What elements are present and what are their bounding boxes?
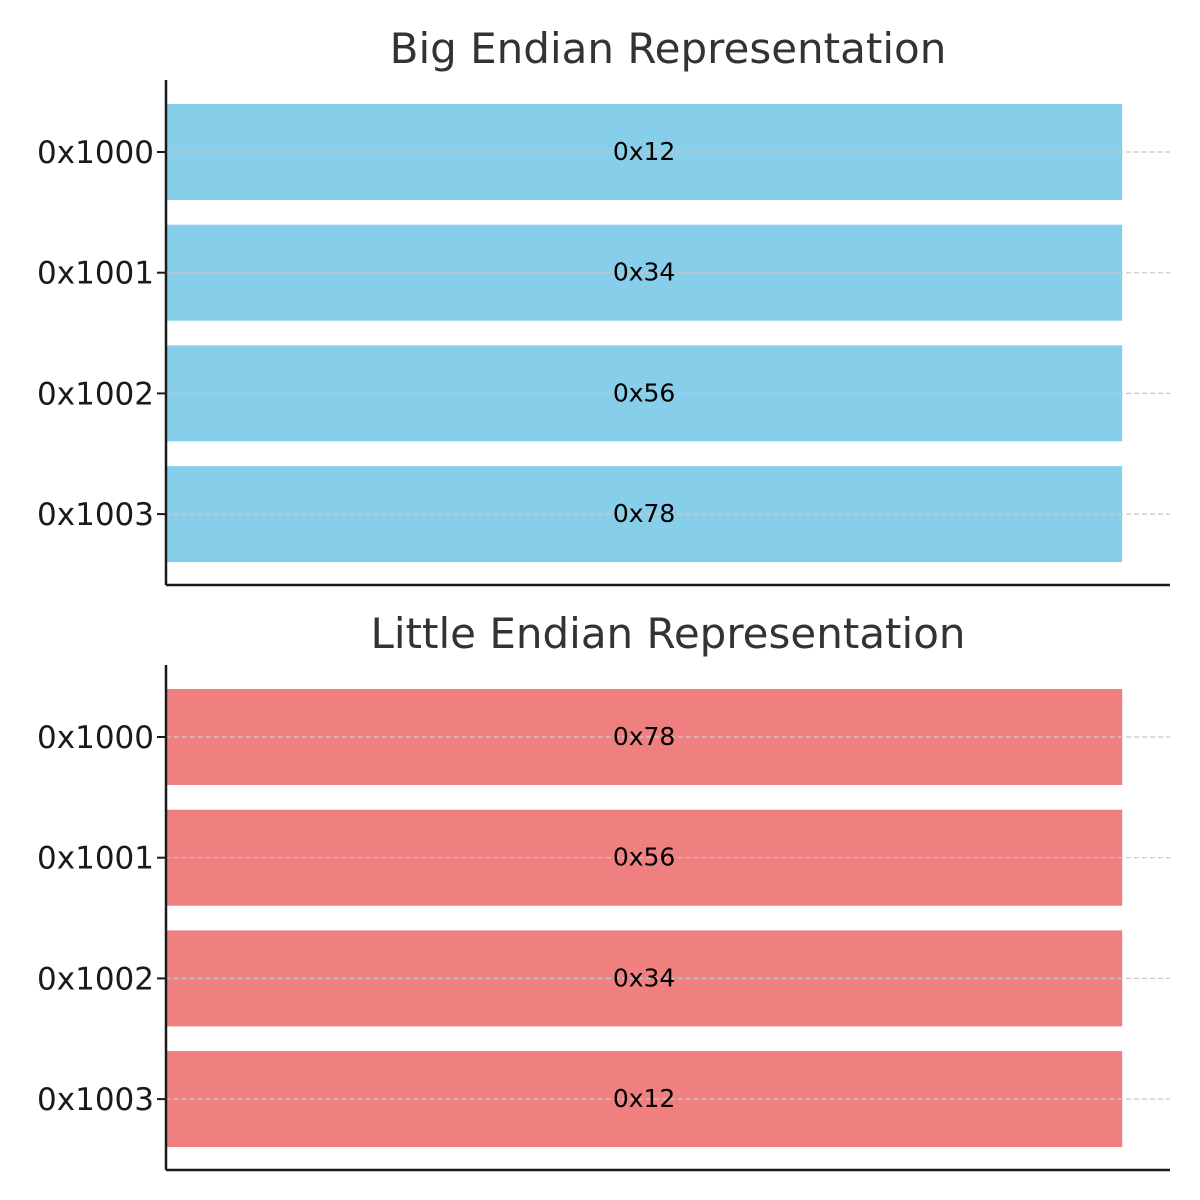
big-endian-ytick-label: 0x1002	[37, 376, 154, 412]
little-endian-ytick-label: 0x1003	[37, 1082, 154, 1118]
little-endian-panel: Little Endian Representation 0x78 0x1000 0…	[37, 609, 1170, 1172]
big-endian-ytick-label: 0x1000	[37, 135, 154, 171]
little-endian-bar-label: 0x56	[613, 843, 676, 872]
little-endian-bar-label: 0x34	[613, 963, 676, 992]
little-endian-ytick-label: 0x1000	[37, 720, 154, 756]
big-endian-ytick-label: 0x1003	[37, 497, 154, 533]
big-endian-bar-label: 0x12	[613, 137, 676, 166]
little-endian-bar-label: 0x78	[613, 722, 676, 751]
little-endian-title: Little Endian Representation	[370, 609, 965, 658]
big-endian-bar-label: 0x78	[613, 499, 676, 528]
big-endian-panel: Big Endian Representation 0x12 0x1000 0x34…	[37, 24, 1170, 587]
big-endian-bar-label: 0x56	[613, 378, 676, 407]
big-endian-ytick-label: 0x1001	[37, 256, 154, 292]
little-endian-ytick-label: 0x1001	[37, 841, 154, 877]
little-endian-bar-label: 0x12	[613, 1084, 676, 1113]
big-endian-bar-label: 0x34	[613, 258, 676, 287]
big-endian-title: Big Endian Representation	[390, 24, 947, 73]
little-endian-ytick-label: 0x1002	[37, 961, 154, 997]
